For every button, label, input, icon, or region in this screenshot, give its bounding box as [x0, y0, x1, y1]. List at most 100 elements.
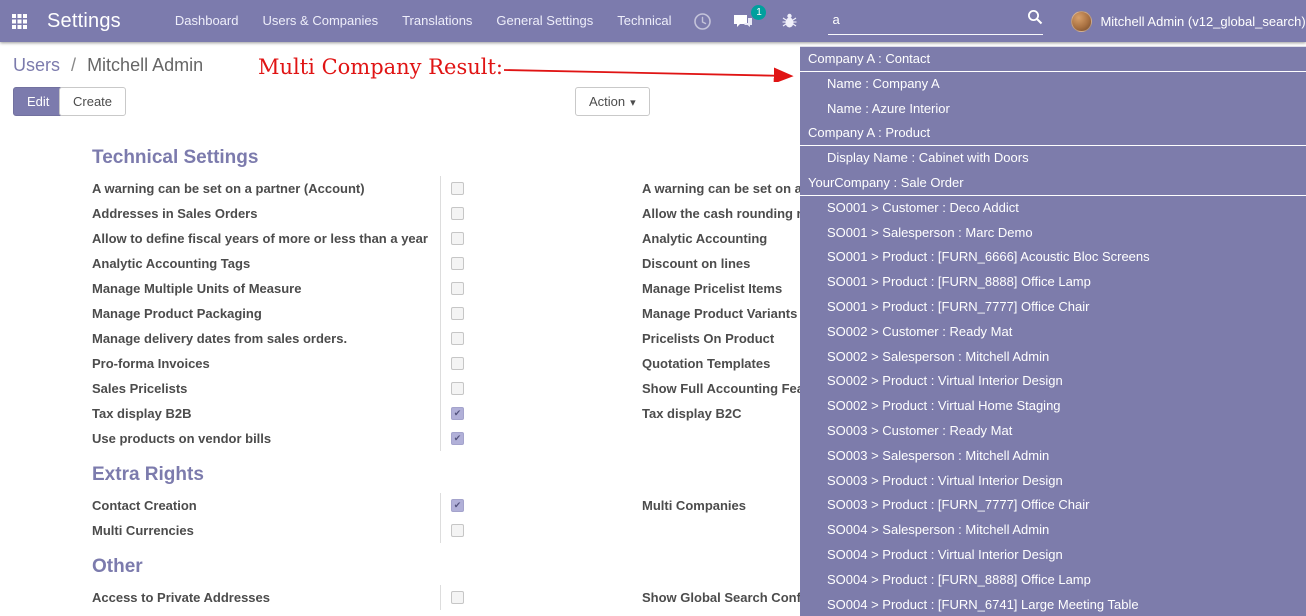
search-result-item[interactable]: SO001 > Product : [FURN_6666] Acoustic B…	[827, 249, 1150, 265]
setting-label: Analytic Accounting Tags	[92, 256, 251, 271]
search-result-item[interactable]: SO003 > Product : [FURN_7777] Office Cha…	[827, 497, 1090, 513]
menu-item-dashboard[interactable]: Dashboard	[174, 13, 239, 28]
search-result-item[interactable]: SO004 > Salesperson : Mitchell Admin	[827, 522, 1050, 538]
setting-label: A warning can be set on a	[642, 181, 802, 196]
search-result-item[interactable]: SO004 > Product : [FURN_6741] Large Meet…	[827, 596, 1139, 612]
breadcrumb-separator: /	[71, 55, 77, 75]
checkbox-cell	[440, 518, 470, 543]
checkbox[interactable]	[451, 257, 464, 270]
setting-label: Pricelists On Product	[642, 331, 775, 346]
search-result-item[interactable]: SO002 > Salesperson : Mitchell Admin	[827, 348, 1050, 364]
setting-row: Sales Pricelists Show Full Accounting Fea	[92, 376, 806, 401]
search-result-item[interactable]: Name : Azure Interior	[827, 100, 950, 116]
search-result-group[interactable]: Company A : Contact	[800, 47, 1306, 72]
global-search-box	[828, 7, 1044, 35]
search-result-item[interactable]: SO002 > Product : Virtual Home Staging	[827, 398, 1061, 414]
action-button-label: Action	[589, 94, 626, 109]
section-rows: A warning can be set on a partner (Accou…	[92, 176, 806, 451]
search-result-item[interactable]: SO001 > Product : [FURN_7777] Office Cha…	[827, 298, 1090, 314]
menu-item-technical[interactable]: Technical	[617, 13, 672, 28]
search-result-item[interactable]: SO003 > Customer : Ready Mat	[827, 422, 1013, 438]
action-dropdown-button[interactable]: Action ▾	[575, 87, 650, 116]
setting-label: Multi Companies	[642, 498, 747, 513]
setting-label: Pro-forma Invoices	[92, 356, 210, 371]
search-result-item[interactable]: SO001 > Product : [FURN_8888] Office Lam…	[827, 274, 1091, 290]
checkbox-cell	[440, 251, 470, 276]
setting-row: Addresses in Sales Orders Allow the cash …	[92, 201, 806, 226]
top-navbar: Settings Dashboard Users & Companies Trans…	[0, 0, 1306, 42]
setting-label: Tax display B2B	[92, 406, 192, 421]
app-title[interactable]: Settings	[47, 9, 121, 32]
setting-label: Multi Currencies	[92, 523, 194, 538]
setting-row: Multi Currencies	[92, 518, 806, 543]
messages-chat-icon[interactable]: 1	[733, 4, 767, 30]
setting-row: A warning can be set on a partner (Accou…	[92, 176, 806, 201]
setting-row: Tax display B2B ✔ Tax display B2C	[92, 401, 806, 426]
search-result-item[interactable]: Display Name : Cabinet with Doors	[827, 150, 1029, 166]
search-result-group[interactable]: Company A : Product	[800, 121, 1306, 147]
edit-button[interactable]: Edit	[13, 87, 64, 116]
setting-row: Allow to define fiscal years of more or …	[92, 226, 806, 251]
setting-row: Manage delivery dates from sales orders.…	[92, 326, 806, 351]
setting-label: Show Global Search Conf	[642, 590, 801, 605]
search-result-item[interactable]: SO001 > Customer : Deco Addict	[827, 199, 1019, 215]
checkbox[interactable]	[451, 232, 464, 245]
menu-item-users-companies[interactable]: Users & Companies	[262, 13, 379, 28]
setting-row: Use products on vendor bills ✔	[92, 426, 806, 451]
debug-bug-icon[interactable]	[782, 13, 797, 29]
settings-form: Technical Settings A warning can be set o…	[92, 146, 806, 610]
checkbox[interactable]: ✔	[451, 499, 464, 512]
section-title: Extra Rights	[92, 464, 204, 485]
breadcrumb-current: Mitchell Admin	[87, 55, 204, 75]
messages-count-badge: 1	[751, 4, 767, 20]
user-menu[interactable]: Mitchell Admin (v12_global_search) ▾	[1071, 10, 1306, 32]
global-search-input[interactable]	[828, 12, 1028, 27]
section-rows: Access to Private Addresses Show Global S…	[92, 585, 806, 610]
checkbox-cell	[440, 585, 470, 610]
checkbox[interactable]	[451, 282, 464, 295]
search-result-item[interactable]: SO002 > Customer : Ready Mat	[827, 323, 1013, 339]
search-result-item[interactable]: SO004 > Product : Virtual Interior Desig…	[827, 546, 1063, 562]
checkbox-cell: ✔	[440, 426, 470, 451]
checkbox[interactable]	[451, 207, 464, 220]
setting-row: Manage Product Packaging Manage Product V…	[92, 301, 806, 326]
search-result-item[interactable]: SO004 > Product : [FURN_8888] Office Lam…	[827, 571, 1091, 587]
breadcrumb-users-link[interactable]: Users	[13, 55, 61, 75]
checkbox[interactable]	[451, 591, 464, 604]
checkbox[interactable]: ✔	[451, 407, 464, 420]
breadcrumb: Users / Mitchell Admin	[13, 55, 203, 76]
search-result-group[interactable]: YourCompany : Sale Order	[800, 171, 1306, 196]
create-button[interactable]: Create	[59, 87, 127, 116]
search-result-item[interactable]: SO001 > Salesperson : Marc Demo	[827, 224, 1033, 240]
checkbox[interactable]	[451, 307, 464, 320]
setting-label: Discount on lines	[642, 256, 751, 271]
checkbox[interactable]	[451, 182, 464, 195]
checkbox-cell	[440, 376, 470, 401]
user-menu-label: Mitchell Admin (v12_global_search)	[1100, 13, 1306, 29]
section-title: Technical Settings	[92, 147, 259, 168]
checkbox[interactable]	[451, 332, 464, 345]
checkbox[interactable]: ✔	[451, 432, 464, 445]
activities-clock-icon[interactable]	[694, 12, 712, 30]
search-result-item[interactable]: SO002 > Product : Virtual Interior Desig…	[827, 373, 1063, 389]
search-result-item[interactable]: SO003 > Product : Virtual Interior Desig…	[827, 472, 1063, 488]
checkbox-cell	[440, 226, 470, 251]
checkbox[interactable]	[451, 524, 464, 537]
setting-label: A warning can be set on a partner (Accou…	[92, 181, 365, 196]
checkbox-cell: ✔	[440, 401, 470, 426]
menu-item-translations[interactable]: Translations	[402, 13, 473, 28]
checkbox-cell	[440, 176, 470, 201]
menu-item-general-settings[interactable]: General Settings	[496, 13, 594, 28]
search-magnifier-icon[interactable]	[1027, 9, 1043, 30]
setting-label: Manage Product Variants	[642, 306, 798, 321]
checkbox-cell	[440, 326, 470, 351]
search-result-item[interactable]: SO003 > Salesperson : Mitchell Admin	[827, 447, 1050, 463]
setting-label: Tax display B2C	[642, 406, 742, 421]
setting-label: Quotation Templates	[642, 356, 771, 371]
setting-row: Pro-forma Invoices Quotation Templates	[92, 351, 806, 376]
checkbox[interactable]	[451, 382, 464, 395]
checkbox[interactable]	[451, 357, 464, 370]
search-result-item[interactable]: Name : Company A	[827, 75, 940, 91]
apps-menu-icon[interactable]	[12, 11, 27, 31]
checkbox-cell	[440, 201, 470, 226]
